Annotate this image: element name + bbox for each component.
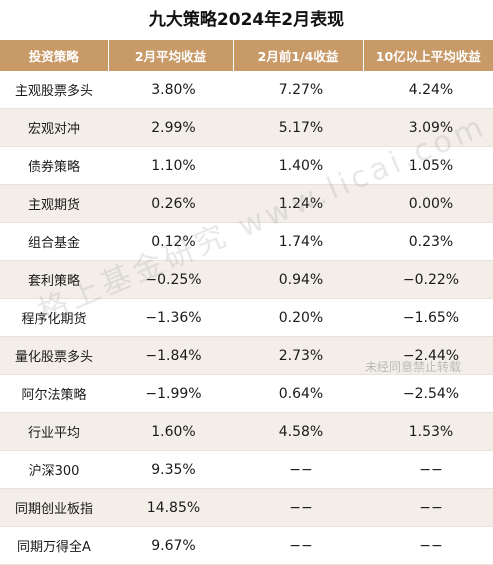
return-value-cell: −− (363, 526, 493, 565)
return-value-cell: 0.94% (233, 260, 363, 299)
strategy-name-cell: 阿尔法策略 (0, 374, 108, 413)
strategy-name-cell: 同期创业板指 (0, 488, 108, 527)
return-value-cell: 4.24% (363, 71, 493, 109)
return-value-cell: 9.67% (108, 526, 233, 565)
table-row: 主观期货 0.26% 1.24% 0.00% (0, 184, 493, 223)
header-feb-avg-return: 2月平均收益 (108, 40, 234, 71)
header-large-fund-avg-return: 10亿以上平均收益 (363, 40, 493, 71)
strategy-name-cell: 组合基金 (0, 222, 108, 261)
strategy-name-cell: 量化股票多头 (0, 336, 108, 375)
return-value-cell: 0.23% (363, 222, 493, 261)
return-value-cell: −2.44% (363, 336, 493, 375)
table-row: 宏观对冲 2.99% 5.17% 3.09% (0, 108, 493, 147)
return-value-cell: 0.12% (108, 222, 233, 261)
return-value-cell: 14.85% (108, 488, 233, 527)
return-value-cell: 3.80% (108, 71, 233, 109)
table-row: 主观股票多头 3.80% 7.27% 4.24% (0, 71, 493, 109)
strategy-name-cell: 程序化期货 (0, 298, 108, 337)
header-row: 投资策略 2月平均收益 2月前1/4收益 10亿以上平均收益 (0, 40, 493, 71)
page-title: 九大策略2024年2月表现 (148, 10, 345, 30)
return-value-cell: −1.36% (108, 298, 233, 337)
return-value-cell: −− (233, 526, 363, 565)
table-row: 阿尔法策略 −1.99% 0.64% −2.54% (0, 374, 493, 413)
table-row: 债券策略 1.10% 1.40% 1.05% (0, 146, 493, 185)
table-header: 投资策略 2月平均收益 2月前1/4收益 10亿以上平均收益 (0, 40, 493, 71)
table-row: 沪深300 9.35% −− −− (0, 450, 493, 489)
table-body: 主观股票多头 3.80% 7.27% 4.24% 宏观对冲 2.99% 5.17% 3.09%… (0, 71, 493, 565)
return-value-cell: 1.74% (233, 222, 363, 261)
return-value-cell: −− (233, 450, 363, 489)
return-value-cell: 1.60% (108, 412, 233, 451)
return-value-cell: −0.25% (108, 260, 233, 299)
table-row: 套利策略 −0.25% 0.94% −0.22% (0, 260, 493, 299)
return-value-cell: 1.40% (233, 146, 363, 185)
table-row: 同期创业板指 14.85% −− −− (0, 488, 493, 527)
return-value-cell: −1.84% (108, 336, 233, 375)
return-value-cell: 1.53% (363, 412, 493, 451)
strategy-name-cell: 宏观对冲 (0, 108, 108, 147)
return-value-cell: 2.73% (233, 336, 363, 375)
return-value-cell: −1.65% (363, 298, 493, 337)
return-value-cell: 3.09% (363, 108, 493, 147)
table-row: 行业平均 1.60% 4.58% 1.53% (0, 412, 493, 451)
return-value-cell: 1.05% (363, 146, 493, 185)
return-value-cell: −1.99% (108, 374, 233, 413)
return-value-cell: −2.54% (363, 374, 493, 413)
return-value-cell: 1.24% (233, 184, 363, 223)
header-feb-top-quartile-return: 2月前1/4收益 (233, 40, 364, 71)
strategy-name-cell: 沪深300 (0, 450, 108, 489)
return-value-cell: −− (363, 488, 493, 527)
return-value-cell: 1.10% (108, 146, 233, 185)
return-value-cell: 0.26% (108, 184, 233, 223)
table-row: 程序化期货 −1.36% 0.20% −1.65% (0, 298, 493, 337)
table-row: 同期万得全A 9.67% −− −− (0, 526, 493, 565)
table-row: 量化股票多头 −1.84% 2.73% −2.44% (0, 336, 493, 375)
return-value-cell: 0.20% (233, 298, 363, 337)
return-value-cell: 0.00% (363, 184, 493, 223)
table-row: 组合基金 0.12% 1.74% 0.23% (0, 222, 493, 261)
strategy-name-cell: 主观期货 (0, 184, 108, 223)
return-value-cell: −− (233, 488, 363, 527)
return-value-cell: 4.58% (233, 412, 363, 451)
strategy-name-cell: 主观股票多头 (0, 71, 108, 109)
return-value-cell: 9.35% (108, 450, 233, 489)
return-value-cell: −− (363, 450, 493, 489)
return-value-cell: 2.99% (108, 108, 233, 147)
strategy-name-cell: 套利策略 (0, 260, 108, 299)
strategy-name-cell: 债券策略 (0, 146, 108, 185)
return-value-cell: 7.27% (233, 71, 363, 109)
return-value-cell: 0.64% (233, 374, 363, 413)
strategy-name-cell: 行业平均 (0, 412, 108, 451)
strategy-name-cell: 同期万得全A (0, 526, 108, 565)
header-strategy: 投资策略 (0, 40, 109, 71)
return-value-cell: 5.17% (233, 108, 363, 147)
strategy-performance-table: 投资策略 2月平均收益 2月前1/4收益 10亿以上平均收益 主观股票多头 3.8… (0, 40, 493, 565)
return-value-cell: −0.22% (363, 260, 493, 299)
